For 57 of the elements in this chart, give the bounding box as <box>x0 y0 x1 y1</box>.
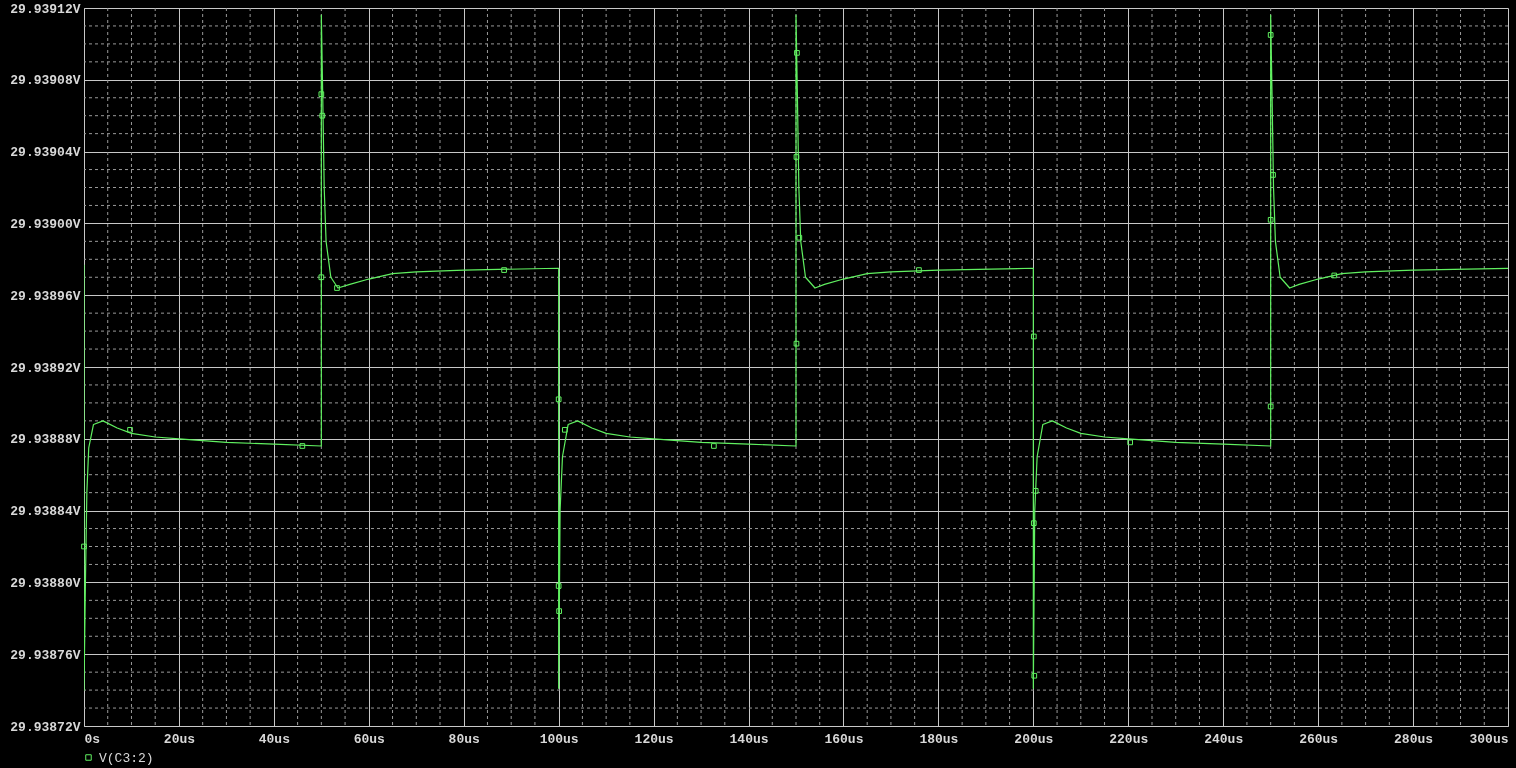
point <box>318 274 325 281</box>
point <box>1127 439 1134 446</box>
point <box>796 234 803 241</box>
point <box>319 112 326 119</box>
y-tick-label: 29.93896V <box>10 288 81 304</box>
point <box>793 340 800 347</box>
y-tick-label: 29.93872V <box>10 719 81 735</box>
point <box>793 154 800 160</box>
point <box>334 285 340 291</box>
y-tick-label: 29.93900V <box>10 216 81 232</box>
y-tick-label: 29.93888V <box>10 432 81 448</box>
point <box>561 426 568 433</box>
point <box>1267 403 1274 410</box>
x-tick-label: 20us <box>163 731 196 747</box>
x-tick-label: 240us <box>1204 731 1244 747</box>
y-tick-label: 29.93884V <box>10 504 81 520</box>
point <box>127 426 133 433</box>
point <box>555 396 562 403</box>
x-tick-label: 220us <box>1109 731 1149 747</box>
y-tick-label: 29.93908V <box>10 73 81 89</box>
point <box>1030 520 1037 527</box>
point <box>1267 216 1274 223</box>
point <box>794 50 800 56</box>
x-tick-label: 160us <box>824 731 864 747</box>
point <box>556 608 562 614</box>
x-tick-label: 120us <box>634 731 674 747</box>
point <box>555 583 562 589</box>
x-tick-label: 100us <box>539 731 579 747</box>
point <box>318 91 325 98</box>
y-tick-label: 29.93892V <box>10 360 81 376</box>
point <box>299 443 306 449</box>
point <box>1032 488 1039 494</box>
point <box>501 267 507 273</box>
x-tick-label: 260us <box>1299 731 1339 747</box>
point <box>1031 672 1038 679</box>
x-tick-label: 60us <box>353 731 386 747</box>
y-tick-label: 29.93912V <box>10 1 81 17</box>
x-tick-label: 0s <box>84 731 101 747</box>
point <box>916 267 922 273</box>
x-tick-label: 140us <box>729 731 769 747</box>
x-tick-label: 280us <box>1394 731 1434 747</box>
x-tick-label: 80us <box>448 731 481 747</box>
point <box>1331 272 1338 279</box>
y-tick-label: 29.93904V <box>10 145 81 161</box>
x-tick-label: 300us <box>1469 731 1509 747</box>
point <box>81 543 87 550</box>
y-tick-label: 29.93880V <box>10 575 81 591</box>
point <box>1267 32 1274 38</box>
x-tick-label: 180us <box>919 731 959 747</box>
x-tick-label: 40us <box>258 731 291 747</box>
point <box>1270 172 1276 178</box>
point <box>1030 333 1037 340</box>
line-series <box>84 14 1508 691</box>
legend-label: V(C3:2) <box>99 750 154 766</box>
x-tick-label: 200us <box>1014 731 1054 747</box>
point <box>711 443 717 449</box>
y-tick-label: 29.93876V <box>10 647 81 663</box>
